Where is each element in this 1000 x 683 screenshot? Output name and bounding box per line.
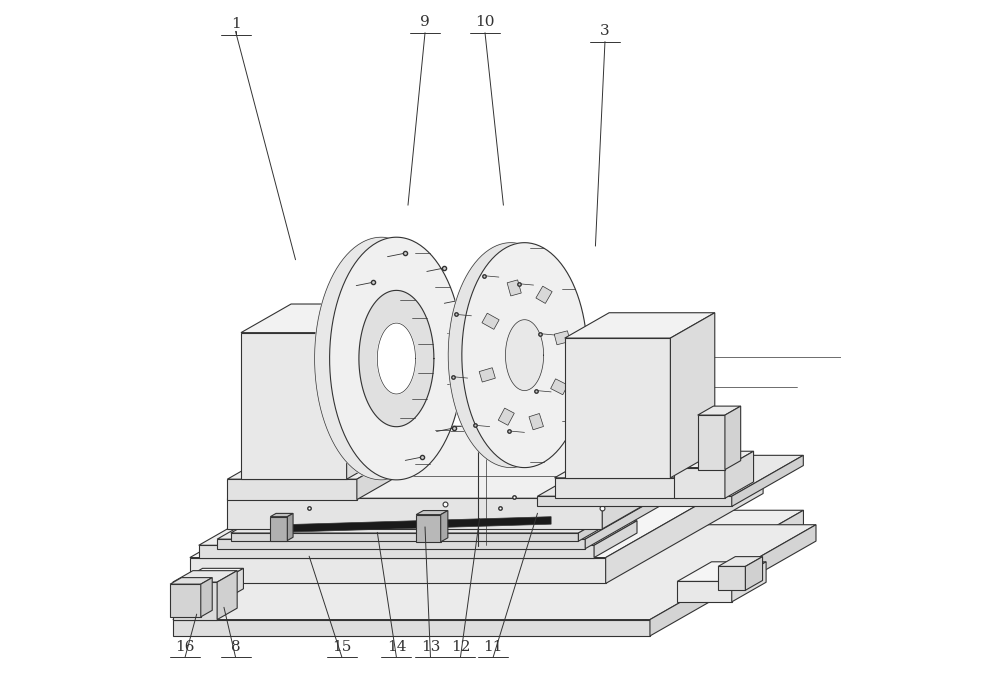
Polygon shape — [677, 448, 729, 499]
Polygon shape — [344, 290, 419, 427]
Polygon shape — [217, 571, 237, 619]
Polygon shape — [199, 520, 637, 545]
Polygon shape — [698, 415, 725, 470]
Polygon shape — [217, 493, 665, 539]
Polygon shape — [606, 468, 763, 583]
Polygon shape — [227, 479, 357, 500]
Polygon shape — [745, 557, 763, 590]
Polygon shape — [359, 290, 434, 427]
Polygon shape — [173, 582, 217, 619]
Polygon shape — [507, 280, 521, 296]
Text: 11: 11 — [483, 640, 503, 654]
Polygon shape — [416, 510, 448, 514]
Polygon shape — [347, 304, 397, 479]
Polygon shape — [180, 581, 221, 602]
Polygon shape — [170, 578, 212, 584]
Polygon shape — [555, 478, 677, 499]
Polygon shape — [670, 313, 715, 478]
Polygon shape — [677, 562, 766, 581]
Polygon shape — [732, 456, 803, 507]
Polygon shape — [565, 338, 670, 478]
Polygon shape — [170, 584, 201, 617]
Polygon shape — [643, 510, 803, 621]
Polygon shape — [180, 568, 243, 581]
Polygon shape — [594, 520, 637, 557]
Polygon shape — [201, 578, 212, 617]
Polygon shape — [190, 468, 763, 557]
Polygon shape — [173, 619, 650, 636]
Polygon shape — [231, 533, 578, 541]
Polygon shape — [718, 566, 745, 590]
Text: 14: 14 — [387, 640, 406, 654]
Polygon shape — [479, 367, 495, 382]
Text: 3: 3 — [600, 24, 610, 38]
Polygon shape — [554, 331, 570, 345]
Polygon shape — [565, 313, 715, 338]
Text: 1: 1 — [231, 17, 240, 31]
Polygon shape — [377, 323, 415, 394]
Polygon shape — [199, 545, 594, 557]
Polygon shape — [555, 448, 729, 478]
Polygon shape — [190, 557, 606, 583]
Polygon shape — [270, 516, 287, 540]
Polygon shape — [180, 510, 803, 602]
Polygon shape — [287, 514, 293, 540]
Polygon shape — [674, 451, 754, 468]
Polygon shape — [578, 466, 696, 541]
Polygon shape — [498, 408, 514, 426]
Polygon shape — [231, 466, 696, 533]
Polygon shape — [650, 525, 816, 636]
Polygon shape — [227, 447, 414, 479]
Polygon shape — [585, 493, 665, 548]
Polygon shape — [241, 304, 397, 333]
Polygon shape — [537, 497, 732, 507]
Polygon shape — [227, 426, 728, 499]
Text: 12: 12 — [451, 640, 470, 654]
Polygon shape — [718, 557, 763, 566]
Text: 16: 16 — [175, 640, 195, 654]
Polygon shape — [462, 242, 587, 468]
Text: 13: 13 — [421, 640, 440, 654]
Polygon shape — [180, 602, 643, 621]
Polygon shape — [732, 562, 766, 602]
Polygon shape — [270, 514, 293, 516]
Polygon shape — [315, 237, 448, 480]
Polygon shape — [551, 379, 568, 395]
Polygon shape — [173, 525, 816, 619]
Polygon shape — [217, 539, 585, 548]
Polygon shape — [221, 568, 243, 602]
Polygon shape — [173, 571, 237, 582]
Text: 10: 10 — [475, 15, 495, 29]
Polygon shape — [241, 333, 347, 479]
Polygon shape — [536, 286, 552, 303]
Polygon shape — [330, 237, 463, 480]
Polygon shape — [441, 510, 448, 542]
Polygon shape — [505, 320, 544, 391]
Polygon shape — [725, 451, 754, 499]
Polygon shape — [416, 514, 441, 542]
Polygon shape — [677, 581, 732, 602]
Polygon shape — [698, 406, 741, 415]
Polygon shape — [448, 242, 574, 468]
Polygon shape — [529, 413, 543, 430]
Polygon shape — [278, 516, 551, 532]
Polygon shape — [674, 468, 725, 499]
Polygon shape — [482, 313, 499, 329]
Polygon shape — [357, 447, 414, 500]
Text: 15: 15 — [332, 640, 352, 654]
Text: 9: 9 — [420, 15, 430, 29]
Polygon shape — [725, 406, 741, 470]
Polygon shape — [227, 499, 602, 529]
Polygon shape — [602, 426, 728, 529]
Text: 8: 8 — [231, 640, 240, 654]
Polygon shape — [537, 456, 803, 497]
